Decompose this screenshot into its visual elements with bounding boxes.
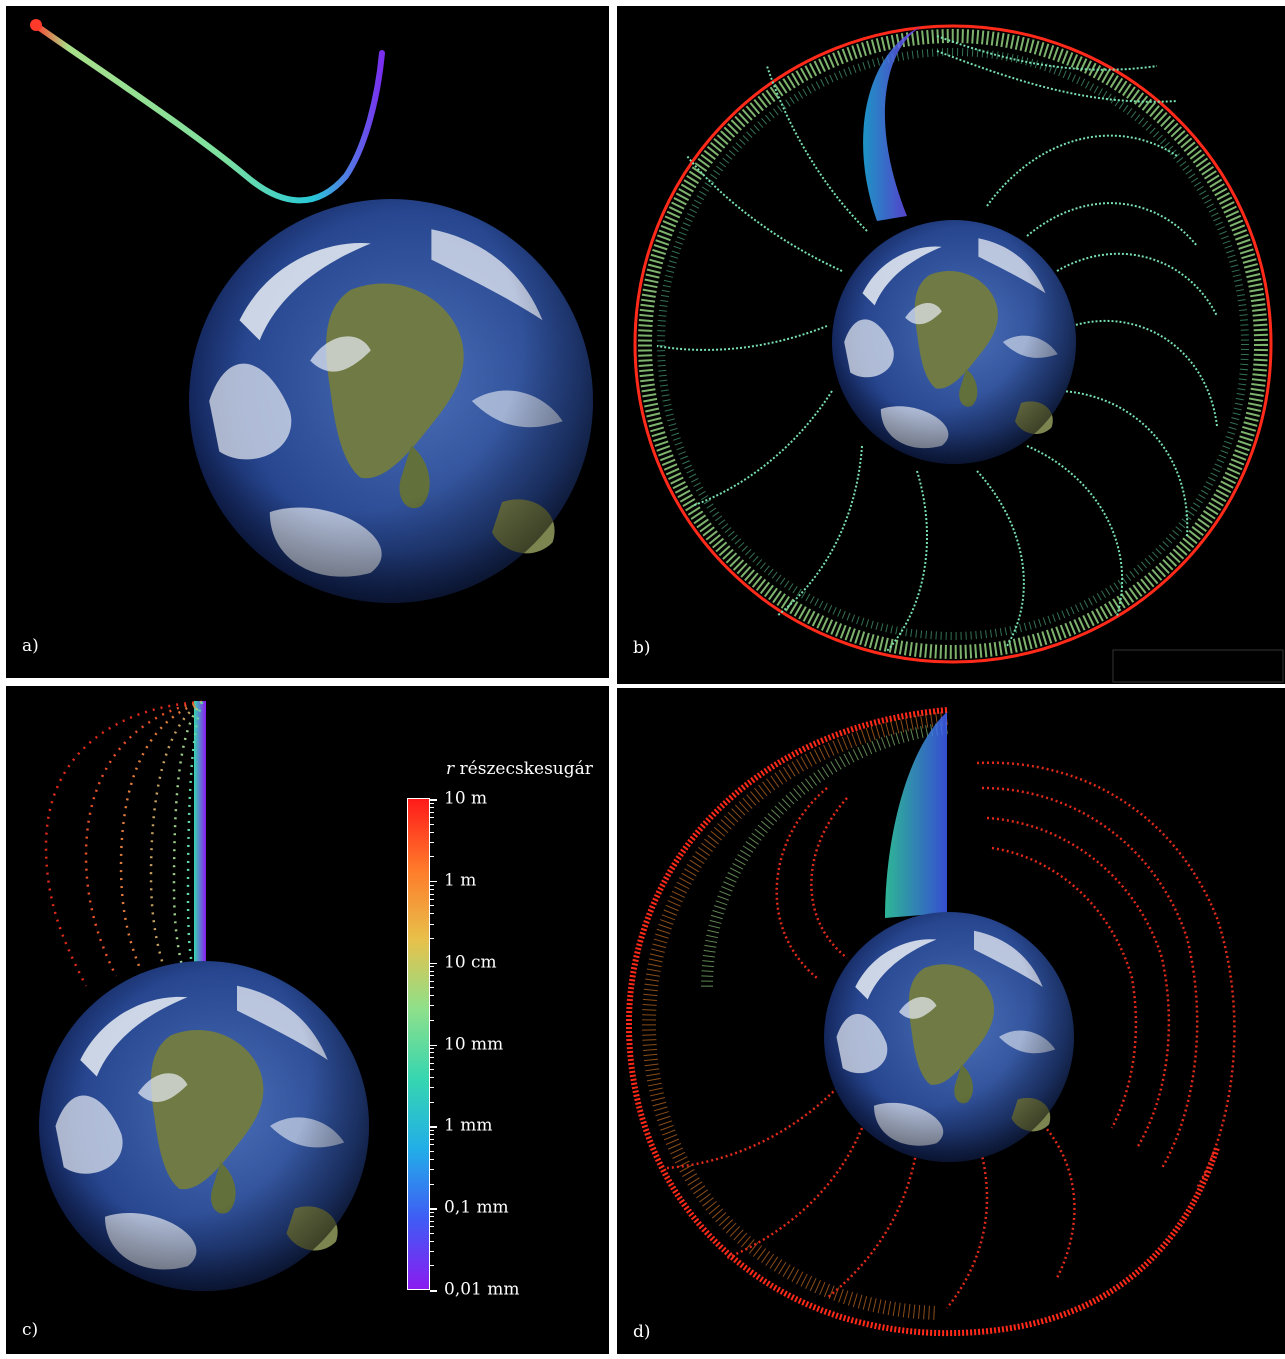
scale-box xyxy=(1112,649,1284,683)
colorbar-symbol: r xyxy=(446,759,455,779)
colorbar-minor-tick xyxy=(430,811,434,813)
colorbar-minor-tick xyxy=(430,888,434,890)
orbit-band-2 xyxy=(657,48,1249,640)
vertical-column xyxy=(194,701,206,963)
colorbar-minor-tick xyxy=(430,841,434,843)
colorbar-minor-tick xyxy=(430,1240,434,1242)
particle-trail xyxy=(31,21,385,204)
colorbar-minor-tick xyxy=(430,1069,434,1071)
colorbar-minor-tick xyxy=(430,1158,434,1160)
colorbar-minor-tick xyxy=(430,975,434,977)
colorbar-minor-tick xyxy=(430,1101,434,1103)
spiral-lines xyxy=(656,35,1218,652)
colorbar-minor-tick xyxy=(430,938,434,940)
colorbar-tick-label: 0,1 mm xyxy=(444,1197,509,1218)
colorbar-minor-tick xyxy=(430,995,434,997)
colorbar-minor-tick xyxy=(430,1144,434,1146)
earth-globe-icon xyxy=(39,961,369,1291)
colorbar-title: r részecskesugár xyxy=(446,759,593,779)
colorbar-minor-tick xyxy=(430,970,434,972)
colorbar-minor-tick xyxy=(430,1250,434,1252)
purple-curtain xyxy=(863,26,922,221)
red-spirals xyxy=(666,761,1236,1309)
colorbar-minor-tick xyxy=(430,817,434,819)
colorbar-minor-tick xyxy=(430,980,434,982)
colorbar-minor-tick xyxy=(430,1048,434,1050)
colorbar-minor-tick xyxy=(430,806,434,808)
panel-b: b) xyxy=(617,6,1285,684)
colorbar-minor-tick xyxy=(430,1216,434,1218)
trail-head xyxy=(30,19,42,31)
colorbar-tick-label: 0,01 mm xyxy=(444,1279,520,1300)
colorbar-major-tick xyxy=(430,1126,437,1128)
colorbar-minor-tick xyxy=(430,905,434,907)
colorbar-minor-tick xyxy=(430,1150,434,1152)
red-orbit-outer xyxy=(625,707,1220,1337)
colorbar-major-tick xyxy=(430,1208,437,1210)
colorbar xyxy=(407,798,430,1290)
orbit-inner-band xyxy=(638,29,1268,659)
panel-a-figure xyxy=(30,19,593,603)
earth-globe-icon xyxy=(189,199,593,603)
colorbar-title-text: részecskesugár xyxy=(459,759,593,779)
panel-d-figure xyxy=(625,707,1236,1337)
colorbar-minor-tick xyxy=(430,913,434,915)
colorbar-minor-tick xyxy=(430,1265,434,1267)
colorbar-minor-tick xyxy=(430,1062,434,1064)
panel-d: d) xyxy=(617,688,1285,1354)
colorbar-minor-tick xyxy=(430,1052,434,1054)
colorbar-minor-tick xyxy=(430,898,434,900)
colorbar-major-tick xyxy=(430,962,437,965)
colorbar-minor-tick xyxy=(430,1220,434,1222)
colorbar-major-tick xyxy=(430,880,437,883)
colorbar-major-tick xyxy=(430,1290,437,1292)
panel-b-figure xyxy=(633,24,1284,683)
colorbar-minor-tick xyxy=(430,1057,434,1059)
colorbar-tick-label: 1 m xyxy=(444,870,477,891)
panel-c-figure xyxy=(39,700,369,1291)
panel-label: b) xyxy=(633,638,651,658)
colorbar-minor-tick xyxy=(430,1232,434,1234)
colorbar-minor-tick xyxy=(430,1077,434,1079)
panel-a: a) xyxy=(6,6,609,678)
colorbar-major-tick xyxy=(430,1044,437,1046)
earth-globe-icon xyxy=(824,912,1074,1162)
colorbar-minor-tick xyxy=(430,893,434,895)
panel-label: d) xyxy=(633,1322,651,1342)
colorbar-minor-tick xyxy=(430,1019,434,1021)
colorbar-minor-tick xyxy=(430,1087,434,1089)
colorbar-minor-tick xyxy=(430,884,434,886)
colorbar-minor-tick xyxy=(430,1183,434,1185)
fan-trajectories xyxy=(44,700,204,987)
cyan-curtain xyxy=(885,712,947,918)
colorbar-tick-label: 10 m xyxy=(444,788,488,809)
colorbar-minor-tick xyxy=(430,831,434,833)
colorbar-minor-tick xyxy=(430,856,434,858)
colorbar-major-tick xyxy=(430,799,437,801)
orbit-outer-ring xyxy=(633,24,1273,664)
panel-c: r részecskesugár c) 10 m 1 m 10 cm 10 mm 1 m… xyxy=(6,686,609,1354)
earth-globe-icon xyxy=(832,220,1076,464)
colorbar-minor-tick xyxy=(430,1211,434,1213)
colorbar-tick-label: 1 mm xyxy=(444,1115,493,1136)
colorbar-minor-tick xyxy=(430,1130,434,1132)
colorbar-minor-tick xyxy=(430,823,434,825)
colorbar-minor-tick xyxy=(430,923,434,925)
colorbar-minor-tick xyxy=(430,966,434,968)
colorbar-minor-tick xyxy=(430,1134,434,1136)
panel-label: a) xyxy=(22,636,39,656)
colorbar-minor-tick xyxy=(430,1169,434,1171)
colorbar-minor-tick xyxy=(430,1226,434,1228)
colorbar-tick-label: 10 mm xyxy=(444,1034,504,1055)
panel-label: c) xyxy=(22,1320,39,1340)
colorbar-tick-label: 10 cm xyxy=(444,952,497,973)
colorbar-minor-tick xyxy=(430,987,434,989)
colorbar-minor-tick xyxy=(430,1005,434,1007)
colorbar-minor-tick xyxy=(430,1139,434,1140)
colorbar-minor-tick xyxy=(430,802,434,804)
